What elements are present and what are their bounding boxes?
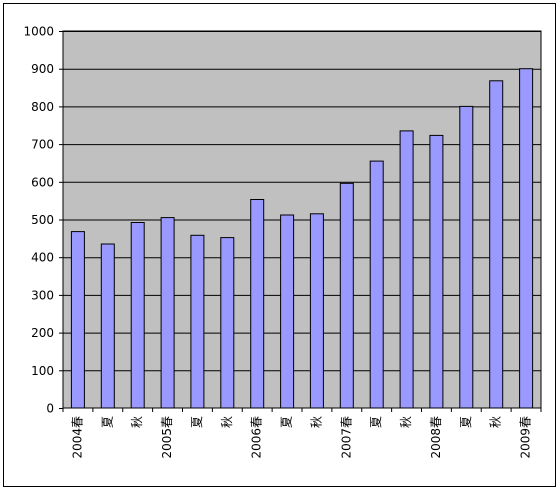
bar-7 <box>280 214 295 409</box>
y-tick-label: 1000 <box>23 25 54 39</box>
y-tick-label: 200 <box>31 326 54 340</box>
bar-8 <box>309 213 324 409</box>
y-tick-label: 500 <box>31 213 54 227</box>
x-tick-label: 2009春 <box>519 416 533 459</box>
bar-10 <box>369 160 384 409</box>
y-axis: 0 100 200 300 400 500 600 700 800 900 1000 <box>23 25 63 416</box>
x-tick-label: 秋 <box>309 416 323 428</box>
x-tick-label: 夏 <box>190 416 204 428</box>
x-tick-label: 秋 <box>130 416 144 428</box>
bar-5 <box>220 237 235 409</box>
y-tick-label: 0 <box>46 402 54 416</box>
x-axis: 2004春 夏 秋 2005春 夏 秋 2006春 夏 秋 2007春 夏 秋 2008春 夏 秋 2009春 <box>62 408 542 459</box>
y-tick-label: 900 <box>31 62 54 76</box>
y-tick-label: 400 <box>31 251 54 265</box>
x-tick-label: 2004春 <box>70 416 84 459</box>
x-tick-label: 2006春 <box>250 416 264 459</box>
y-tick-label: 300 <box>31 288 54 302</box>
y-tick-label: 100 <box>31 364 54 378</box>
bar-13 <box>459 105 474 409</box>
x-tick-label: 秋 <box>220 416 234 428</box>
bar-1 <box>100 243 115 409</box>
x-tick-label: 夏 <box>280 416 294 428</box>
bar-2 <box>130 222 145 409</box>
x-tick-label: 秋 <box>489 416 503 428</box>
bar-3 <box>160 217 175 409</box>
bar-0 <box>70 231 85 409</box>
bar-9 <box>339 182 354 409</box>
x-tick-label: 夏 <box>459 416 473 428</box>
y-tick-label: 800 <box>31 100 54 114</box>
x-tick-label: 夏 <box>100 416 114 428</box>
bars <box>70 68 534 409</box>
x-tick-label: 秋 <box>399 416 413 428</box>
bar-12 <box>429 134 444 409</box>
y-tick-label: 700 <box>31 138 54 152</box>
x-tick-label: 2005春 <box>160 416 174 459</box>
y-tick-label: 600 <box>31 175 54 189</box>
x-tick-label: 2007春 <box>339 416 353 459</box>
bar-11 <box>399 130 414 409</box>
bar-14 <box>489 80 504 409</box>
bar-4 <box>190 234 205 409</box>
x-tick-label: 夏 <box>369 416 383 428</box>
x-tick-label: 2008春 <box>429 416 443 459</box>
bar-15 <box>519 68 534 409</box>
bar-6 <box>250 199 265 409</box>
